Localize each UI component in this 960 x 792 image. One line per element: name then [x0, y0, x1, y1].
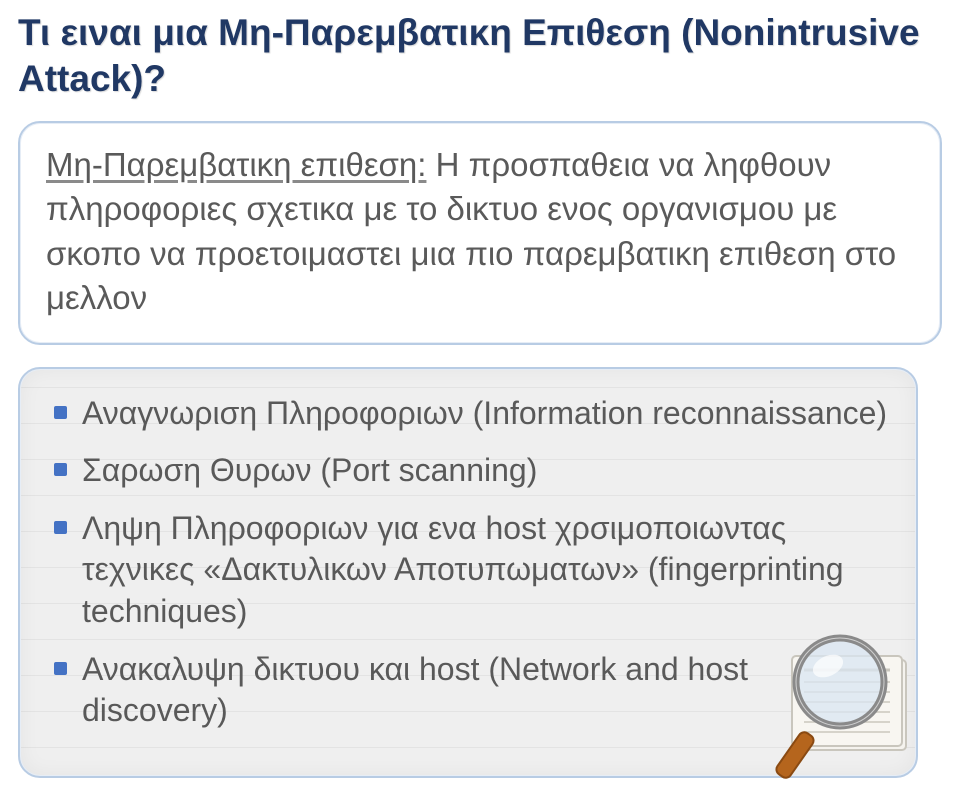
callout-lead: Μη-Παρεμβατικη επιθεση: — [46, 146, 426, 183]
definition-callout: Μη-Παρεμβατικη επιθεση: Η προσπαθεια να … — [18, 121, 942, 345]
slide-container: Τι ειναι μια Μη-Παρεμβατικη Επιθεση (Non… — [0, 0, 960, 792]
magnifier-icon — [762, 612, 922, 782]
list-item: Σαρωση Θυρων (Port scanning) — [54, 450, 888, 492]
list-item: Αναγνωριση Πληροφοριων (Information reco… — [54, 393, 888, 435]
bullets-panel: Αναγνωριση Πληροφοριων (Information reco… — [18, 367, 918, 778]
slide-title: Τι ειναι μια Μη-Παρεμβατικη Επιθεση (Non… — [18, 10, 942, 103]
